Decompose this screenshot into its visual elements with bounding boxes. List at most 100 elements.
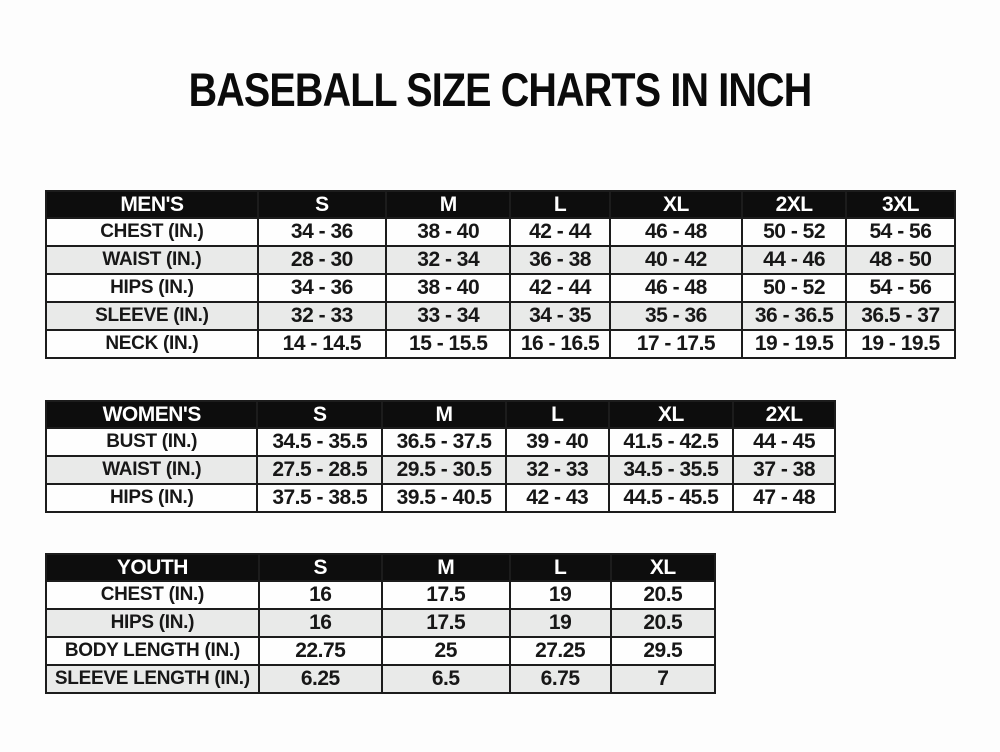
youth-size-cell: 16 (257, 580, 383, 610)
womens-size-cell: 39 - 40 (504, 427, 610, 457)
womens-col-header: L (504, 400, 610, 429)
womens-size-cell: 36.5 - 37.5 (381, 427, 507, 457)
mens-size-table-container: MEN'S S M L XL 2XL 3XL CHEST (IN.) 34 - 36 38 - 4… (45, 190, 957, 359)
youth-size-cell: 6.25 (257, 664, 383, 694)
mens-table-row: HIPS (IN.) 34 - 36 38 - 40 42 - 44 46 - 48 50… (45, 273, 957, 303)
womens-size-table: WOMEN'S S M L XL 2XL BUST (IN.) 34.5 - 35.5 36.5… (44, 400, 836, 513)
womens-col-header: 2XL (732, 400, 836, 429)
mens-size-cell: 16 - 16.5 (509, 329, 611, 359)
youth-row-label: BODY LENGTH (IN.) (45, 636, 260, 666)
mens-size-cell: 50 - 52 (741, 217, 847, 247)
mens-size-cell: 34 - 36 (256, 273, 387, 303)
youth-table-row: BODY LENGTH (IN.) 22.75 25 27.25 29.5 (45, 636, 717, 666)
mens-size-cell: 14 - 14.5 (256, 329, 387, 359)
mens-size-cell: 44 - 46 (741, 245, 847, 275)
youth-size-cell: 17.5 (380, 608, 511, 638)
mens-size-cell: 38 - 40 (384, 273, 512, 303)
mens-size-cell: 40 - 42 (608, 245, 744, 275)
youth-size-cell: 16 (257, 608, 383, 638)
womens-header-row: WOMEN'S S M L XL 2XL (44, 400, 836, 429)
youth-size-cell: 19 (508, 580, 612, 610)
mens-size-cell: 32 - 33 (256, 301, 387, 331)
youth-size-cell: 20.5 (609, 608, 717, 638)
mens-col-header: 3XL (844, 190, 957, 219)
womens-table-row: WAIST (IN.) 27.5 - 28.5 29.5 - 30.5 32 - 33… (44, 455, 836, 485)
youth-size-cell: 22.75 (257, 636, 383, 666)
womens-size-cell: 37.5 - 38.5 (256, 483, 384, 513)
mens-col-header: XL (608, 190, 744, 219)
mens-table-row: SLEEVE (IN.) 32 - 33 33 - 34 34 - 35 35 - 36… (45, 301, 957, 331)
womens-col-header: WOMEN'S (44, 400, 259, 429)
youth-col-header: XL (609, 553, 717, 582)
youth-size-table: YOUTH S M L XL CHEST (IN.) 16 17.5 19 20.5 HIPS (I… (45, 553, 717, 694)
womens-row-label: BUST (IN.) (44, 427, 259, 457)
womens-size-cell: 29.5 - 30.5 (381, 455, 507, 485)
page-title: BASEBALL SIZE CHARTS IN INCH (188, 63, 813, 116)
mens-size-cell: 36.5 - 37 (844, 301, 957, 331)
womens-table-row: BUST (IN.) 34.5 - 35.5 36.5 - 37.5 39 - 40 4… (44, 427, 836, 457)
mens-row-label: NECK (IN.) (45, 329, 259, 359)
youth-size-cell: 25 (380, 636, 511, 666)
youth-col-header: M (380, 553, 511, 582)
youth-size-cell: 27.25 (508, 636, 612, 666)
mens-size-cell: 54 - 56 (844, 273, 957, 303)
youth-table-row: CHEST (IN.) 16 17.5 19 20.5 (45, 580, 717, 610)
youth-table-row: HIPS (IN.) 16 17.5 19 20.5 (45, 608, 717, 638)
mens-col-header: MEN'S (45, 190, 259, 219)
youth-size-table-container: YOUTH S M L XL CHEST (IN.) 16 17.5 19 20.5 HIPS (I… (45, 553, 717, 694)
mens-row-label: HIPS (IN.) (45, 273, 259, 303)
mens-size-cell: 19 - 19.5 (844, 329, 957, 359)
womens-col-header: XL (607, 400, 735, 429)
womens-size-table-container: WOMEN'S S M L XL 2XL BUST (IN.) 34.5 - 35.5 36.5… (44, 400, 836, 513)
mens-size-cell: 50 - 52 (741, 273, 847, 303)
youth-size-cell: 7 (609, 664, 717, 694)
youth-size-cell: 19 (508, 608, 612, 638)
mens-table-row: CHEST (IN.) 34 - 36 38 - 40 42 - 44 46 - 48 5… (45, 217, 957, 247)
mens-size-cell: 33 - 34 (384, 301, 512, 331)
mens-size-cell: 35 - 36 (608, 301, 744, 331)
mens-col-header: S (256, 190, 387, 219)
womens-size-cell: 37 - 38 (732, 455, 836, 485)
youth-row-label: CHEST (IN.) (45, 580, 260, 610)
youth-col-header: YOUTH (45, 553, 260, 582)
womens-size-cell: 39.5 - 40.5 (381, 483, 507, 513)
mens-size-cell: 32 - 34 (384, 245, 512, 275)
womens-row-label: HIPS (IN.) (44, 483, 259, 513)
womens-size-cell: 34.5 - 35.5 (607, 455, 735, 485)
youth-size-cell: 20.5 (609, 580, 717, 610)
mens-size-cell: 34 - 36 (256, 217, 387, 247)
mens-size-cell: 42 - 44 (509, 217, 611, 247)
womens-size-cell: 41.5 - 42.5 (607, 427, 735, 457)
womens-row-label: WAIST (IN.) (44, 455, 259, 485)
mens-size-table: MEN'S S M L XL 2XL 3XL CHEST (IN.) 34 - 36 38 - 4… (45, 190, 957, 359)
mens-col-header: 2XL (741, 190, 847, 219)
mens-header-row: MEN'S S M L XL 2XL 3XL (45, 190, 957, 219)
youth-col-header: S (257, 553, 383, 582)
mens-row-label: WAIST (IN.) (45, 245, 259, 275)
mens-size-cell: 36 - 36.5 (741, 301, 847, 331)
youth-header-row: YOUTH S M L XL (45, 553, 717, 582)
youth-row-label: HIPS (IN.) (45, 608, 260, 638)
mens-table-row: WAIST (IN.) 28 - 30 32 - 34 36 - 38 40 - 42 4… (45, 245, 957, 275)
mens-size-cell: 15 - 15.5 (384, 329, 512, 359)
mens-size-cell: 19 - 19.5 (741, 329, 847, 359)
mens-size-cell: 28 - 30 (256, 245, 387, 275)
mens-size-cell: 54 - 56 (844, 217, 957, 247)
youth-table-row: SLEEVE LENGTH (IN.) 6.25 6.5 6.75 7 (45, 664, 717, 694)
youth-size-cell: 17.5 (380, 580, 511, 610)
youth-row-label: SLEEVE LENGTH (IN.) (45, 664, 260, 694)
mens-col-header: M (384, 190, 512, 219)
youth-col-header: L (508, 553, 612, 582)
mens-row-label: CHEST (IN.) (45, 217, 259, 247)
womens-size-cell: 27.5 - 28.5 (256, 455, 384, 485)
womens-size-cell: 44.5 - 45.5 (607, 483, 735, 513)
womens-size-cell: 42 - 43 (504, 483, 610, 513)
mens-col-header: L (509, 190, 611, 219)
mens-table-row: NECK (IN.) 14 - 14.5 15 - 15.5 16 - 16.5 17 … (45, 329, 957, 359)
mens-size-cell: 48 - 50 (844, 245, 957, 275)
youth-size-cell: 29.5 (609, 636, 717, 666)
mens-size-cell: 34 - 35 (509, 301, 611, 331)
youth-size-cell: 6.75 (508, 664, 612, 694)
mens-size-cell: 36 - 38 (509, 245, 611, 275)
